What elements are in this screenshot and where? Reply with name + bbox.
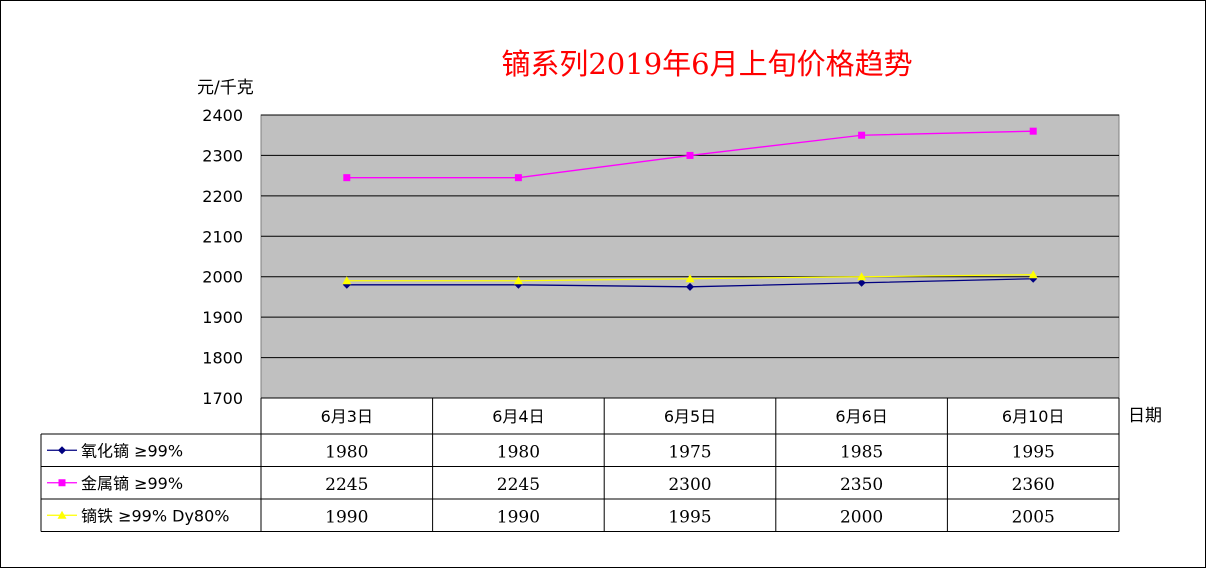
x-tick-label: 6月6日 xyxy=(835,407,887,426)
data-label: 1990 xyxy=(325,507,368,527)
data-label: 1975 xyxy=(668,442,711,462)
series-marker xyxy=(342,276,352,285)
y-tick-label: 2400 xyxy=(202,106,243,125)
series-marker xyxy=(686,282,694,291)
x-axis-unit-label: 日期 xyxy=(1128,406,1162,426)
x-tick-label: 6月3日 xyxy=(321,407,373,426)
data-label: 2360 xyxy=(1012,475,1055,495)
data-label: 2350 xyxy=(840,475,883,495)
data-label: 1985 xyxy=(840,442,883,462)
series-marker xyxy=(1029,127,1037,135)
data-label: 2000 xyxy=(840,507,883,527)
series-marker xyxy=(513,276,523,285)
data-label: 2245 xyxy=(325,475,368,495)
y-tick-label: 2300 xyxy=(202,146,243,165)
series-marker xyxy=(857,278,866,287)
x-tick-label: 6月4日 xyxy=(492,407,544,426)
series-marker xyxy=(343,174,351,182)
data-label: 2005 xyxy=(1012,507,1055,527)
y-tick-label: 1800 xyxy=(202,349,243,368)
legend-label: 镝铁 ≥99% Dy80% xyxy=(81,506,230,525)
series-marker xyxy=(58,446,66,455)
y-tick-label: 1900 xyxy=(202,308,243,327)
data-label: 1995 xyxy=(668,507,711,527)
series-marker xyxy=(58,479,66,487)
y-tick-label: 2000 xyxy=(202,268,243,287)
data-label: 2245 xyxy=(497,475,540,495)
data-label: 1980 xyxy=(497,442,540,462)
y-tick-label: 1700 xyxy=(202,389,243,408)
series-marker xyxy=(57,510,67,519)
series-3 xyxy=(342,270,1038,285)
x-tick-label: 6月5日 xyxy=(664,407,716,426)
plot-area: 1700 1800 1900 2000 2100 2200 2300 2400 xyxy=(202,106,1120,408)
data-label: 2300 xyxy=(668,475,711,495)
series-2 xyxy=(343,127,1037,182)
series-marker xyxy=(686,151,694,159)
plot-background xyxy=(260,114,1120,399)
series-marker xyxy=(685,274,695,283)
series-marker xyxy=(858,131,866,139)
series-marker xyxy=(1028,270,1038,279)
data-label: 1990 xyxy=(497,507,540,527)
legend-label: 金属镝 ≥99% xyxy=(81,474,183,493)
data-label: 1980 xyxy=(325,442,368,462)
x-tick-label: 6月10日 xyxy=(1002,407,1065,426)
series-marker xyxy=(857,272,867,281)
series-marker xyxy=(514,174,522,182)
chart-title: 镝系列2019年6月上旬价格趋势 xyxy=(501,47,912,81)
y-tick-label: 2100 xyxy=(202,227,243,246)
y-tick-label: 2200 xyxy=(202,187,243,206)
legend-label: 氧化镝 ≥99% xyxy=(81,441,183,460)
data-label: 1995 xyxy=(1012,442,1055,462)
y-axis-unit-label: 元/千克 xyxy=(197,78,254,98)
